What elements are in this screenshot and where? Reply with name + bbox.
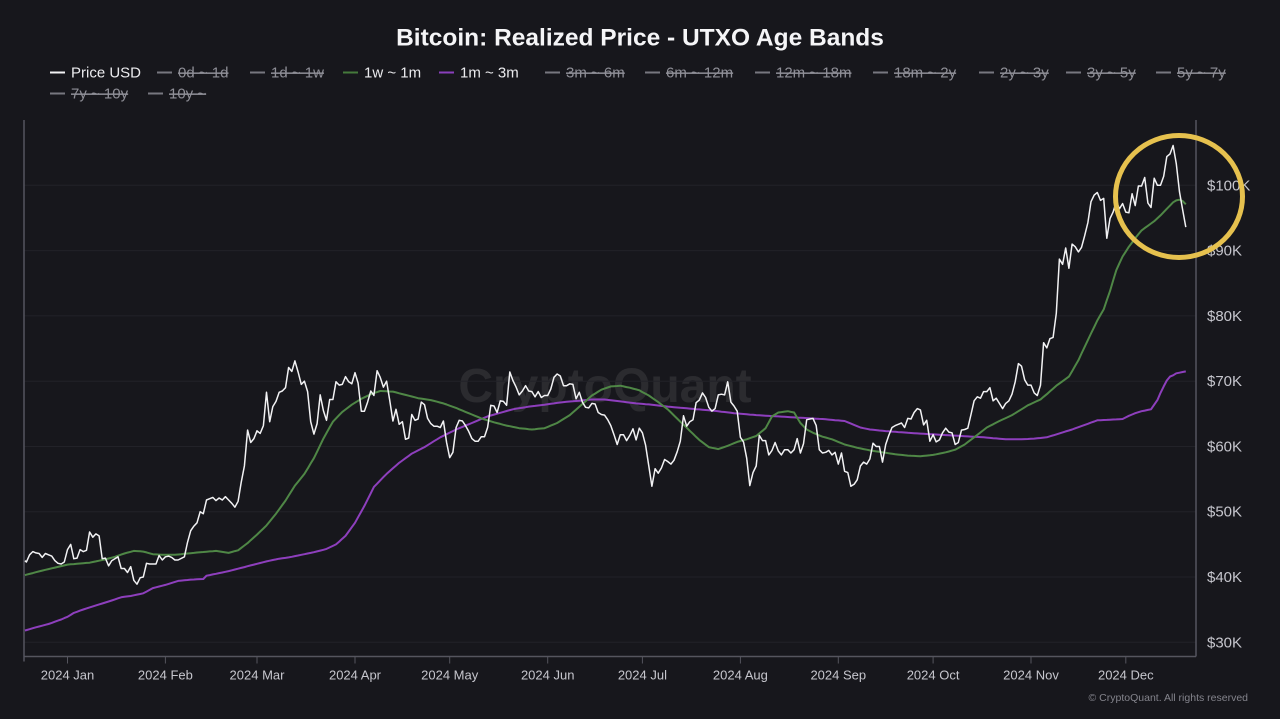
svg-text:2024 Sep: 2024 Sep	[810, 668, 866, 683]
svg-text:0d ~ 1d: 0d ~ 1d	[178, 65, 228, 82]
svg-text:2024 May: 2024 May	[421, 668, 479, 683]
svg-text:2024 Feb: 2024 Feb	[138, 668, 193, 683]
svg-text:2024 Mar: 2024 Mar	[230, 668, 286, 683]
svg-text:3m ~ 6m: 3m ~ 6m	[566, 65, 625, 82]
svg-text:18m ~ 2y: 18m ~ 2y	[894, 65, 957, 82]
svg-text:10y ~: 10y ~	[169, 86, 206, 103]
svg-text:$50K: $50K	[1207, 504, 1242, 521]
svg-text:2024 Oct: 2024 Oct	[907, 668, 960, 683]
svg-text:1w ~ 1m: 1w ~ 1m	[364, 65, 421, 82]
svg-text:2024 Aug: 2024 Aug	[713, 668, 768, 683]
svg-text:$60K: $60K	[1207, 439, 1242, 456]
svg-text:$40K: $40K	[1207, 569, 1242, 586]
svg-text:© CryptoQuant. All rights rese: © CryptoQuant. All rights reserved	[1089, 692, 1249, 704]
svg-text:Bitcoin: Realized Price - UTXO: Bitcoin: Realized Price - UTXO Age Bands	[396, 25, 884, 52]
svg-text:2024 Jun: 2024 Jun	[521, 668, 575, 683]
svg-text:2024 Apr: 2024 Apr	[329, 668, 382, 683]
svg-text:$30K: $30K	[1207, 634, 1242, 651]
svg-text:5y ~ 7y: 5y ~ 7y	[1177, 65, 1226, 82]
svg-text:Price USD: Price USD	[71, 65, 141, 82]
svg-text:2024 Jan: 2024 Jan	[41, 668, 95, 683]
svg-text:1d ~ 1w: 1d ~ 1w	[271, 65, 324, 82]
svg-text:$80K: $80K	[1207, 308, 1242, 325]
svg-text:2024 Jul: 2024 Jul	[618, 668, 667, 683]
svg-text:6m ~ 12m: 6m ~ 12m	[666, 65, 733, 82]
svg-text:12m ~ 18m: 12m ~ 18m	[776, 65, 851, 82]
svg-text:7y ~ 10y: 7y ~ 10y	[71, 86, 129, 103]
svg-text:2024 Nov: 2024 Nov	[1003, 668, 1059, 683]
svg-text:$70K: $70K	[1207, 373, 1242, 390]
svg-text:2024 Dec: 2024 Dec	[1098, 668, 1154, 683]
svg-text:1m ~ 3m: 1m ~ 3m	[460, 65, 519, 82]
svg-text:2y ~ 3y: 2y ~ 3y	[1000, 65, 1049, 82]
svg-text:3y ~ 5y: 3y ~ 5y	[1087, 65, 1136, 82]
